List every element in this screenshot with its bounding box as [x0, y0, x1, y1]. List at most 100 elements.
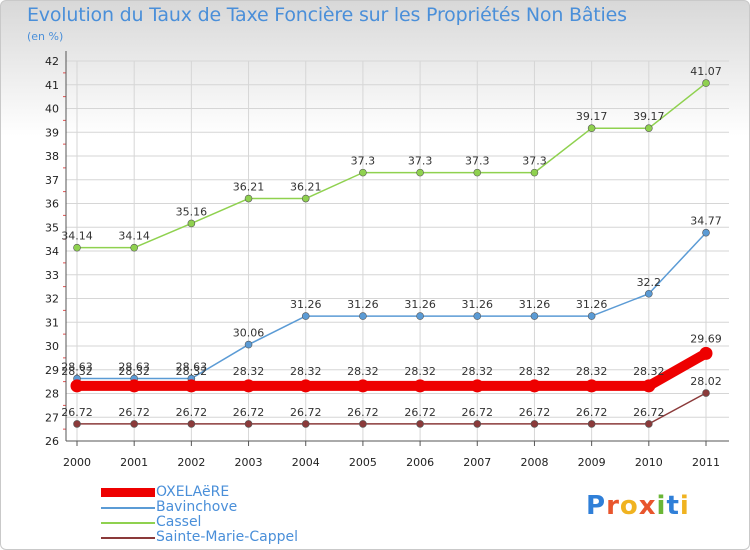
data-label-cassel: 35.16 [176, 205, 208, 218]
y-tick-label: 30 [45, 340, 59, 353]
data-label-bavinchove: 31.26 [290, 298, 322, 311]
logo-letter: x [638, 491, 657, 521]
legend-item-sainte-marie-cappel: Sainte-Marie-Cappel [101, 529, 361, 545]
data-label-sainte-marie-cappel: 26.72 [176, 406, 208, 419]
data-point-sainte-marie-cappel [301, 420, 310, 428]
x-tick-label: 2001 [120, 456, 148, 469]
logo-letter: o [619, 491, 639, 521]
data-label-bavinchove: 28.63 [176, 361, 208, 374]
legend-item-oxelaere: OXELAëRE [101, 484, 361, 500]
data-label-bavinchove: 28.63 [118, 361, 150, 374]
data-label-cassel: 37.3 [408, 155, 433, 168]
data-label-cassel: 37.3 [465, 155, 490, 168]
data-label-oxela-re: 28.32 [404, 365, 436, 378]
data-point-bavinchove [416, 312, 424, 320]
data-point-cassel [473, 168, 482, 177]
series-line-oxela-re [72, 348, 711, 391]
legend-swatch-bavinchove [101, 507, 155, 509]
logo-letter: r [606, 491, 620, 521]
y-tick-label: 37 [45, 174, 59, 187]
proxiti-logo: Proxiti [586, 491, 690, 521]
data-point-cassel [244, 194, 253, 203]
data-label-cassel: 39.17 [633, 110, 665, 123]
grid-lines [66, 60, 729, 442]
data-point-oxela-re [642, 379, 656, 393]
y-tick-label: 32 [45, 293, 59, 306]
x-tick-label: 2007 [463, 456, 491, 469]
data-label-cassel: 41.07 [690, 65, 722, 78]
y-tick-label: 40 [45, 103, 59, 116]
data-point-cassel [702, 79, 710, 87]
y-tick-label: 34 [45, 245, 59, 258]
logo-letter: t [666, 491, 680, 521]
data-label-sainte-marie-cappel: 26.72 [404, 406, 436, 419]
chart-title: Evolution du Taux de Taxe Foncière sur l… [27, 4, 627, 26]
y-tick-label: 31 [45, 316, 59, 329]
data-point-cassel [645, 124, 653, 133]
data-point-bavinchove [587, 312, 596, 320]
x-tick-label: 2002 [177, 456, 205, 469]
data-point-oxela-re [699, 346, 713, 360]
data-point-sainte-marie-cappel [530, 420, 539, 428]
data-point-cassel [587, 124, 596, 133]
x-tick-label: 2006 [406, 456, 434, 469]
data-label-cassel: 34.14 [118, 230, 150, 243]
data-point-cassel [130, 243, 138, 252]
legend: OXELAëRE Bavinchove Cassel Sainte-Marie-… [101, 484, 361, 545]
data-point-oxela-re [127, 379, 141, 393]
logo-letter: P [586, 491, 607, 521]
data-label-sainte-marie-cappel: 26.72 [519, 406, 551, 419]
x-tick-label: 2010 [635, 456, 663, 469]
y-tick-label: 26 [45, 435, 59, 448]
y-tick-label: 42 [45, 55, 59, 68]
data-label-cassel: 36.21 [233, 181, 265, 194]
data-point-sainte-marie-cappel [473, 420, 482, 428]
series-lines [70, 79, 713, 428]
data-label-sainte-marie-cappel: 26.72 [118, 406, 150, 419]
data-label-cassel: 34.14 [61, 230, 93, 243]
data-point-oxela-re [413, 379, 427, 393]
data-label-sainte-marie-cappel: 26.72 [233, 406, 265, 419]
data-point-oxela-re [585, 379, 599, 393]
x-tick-label: 2000 [63, 456, 91, 469]
y-tick-label: 29 [45, 364, 59, 377]
axes: 26 27 28 29 30 31 32 33 34 35 36 37 38 39 40 41 42 2000 20… [45, 51, 729, 469]
legend-swatch-sainte-marie-cappel [101, 537, 155, 539]
data-point-oxela-re [470, 379, 484, 393]
data-point-cassel [416, 168, 424, 177]
data-point-oxela-re [184, 379, 198, 393]
data-point-sainte-marie-cappel [587, 420, 596, 428]
x-tick-label: 2004 [292, 456, 320, 469]
data-point-sainte-marie-cappel [73, 420, 81, 428]
series-line-cassel [76, 82, 707, 249]
data-point-bavinchove [301, 312, 310, 320]
data-point-sainte-marie-cappel [187, 420, 196, 428]
data-point-bavinchove [244, 340, 253, 349]
data-label-bavinchove: 30.06 [233, 327, 265, 340]
data-label-sainte-marie-cappel: 26.72 [290, 406, 322, 419]
data-point-bavinchove [530, 312, 539, 320]
data-label-oxela-re: 28.32 [462, 365, 494, 378]
chart-subtitle: (en %) [27, 30, 64, 43]
logo-letter: i [656, 491, 667, 521]
data-point-sainte-marie-cappel [645, 420, 653, 428]
data-label-bavinchove: 34.77 [690, 215, 722, 228]
data-label-oxela-re: 29.69 [690, 332, 722, 345]
data-label-oxela-re: 28.32 [347, 365, 379, 378]
data-point-cassel [530, 168, 539, 177]
data-point-oxela-re [356, 379, 370, 393]
x-tick-label: 2008 [520, 456, 548, 469]
data-label-sainte-marie-cappel: 26.72 [462, 406, 494, 419]
x-tick-label: 2011 [692, 456, 720, 469]
data-label-sainte-marie-cappel: 26.72 [61, 406, 93, 419]
data-point-cassel [301, 194, 310, 203]
data-point-cassel [73, 243, 81, 252]
legend-label-bavinchove: Bavinchove [156, 499, 238, 515]
data-point-bavinchove [702, 228, 710, 237]
data-label-oxela-re: 28.32 [576, 365, 608, 378]
data-label-bavinchove: 28.63 [61, 361, 93, 374]
legend-label-cassel: Cassel [156, 514, 202, 530]
data-point-bavinchove [645, 289, 653, 298]
data-label-bavinchove: 32.2 [637, 276, 662, 289]
data-point-cassel [359, 168, 367, 177]
